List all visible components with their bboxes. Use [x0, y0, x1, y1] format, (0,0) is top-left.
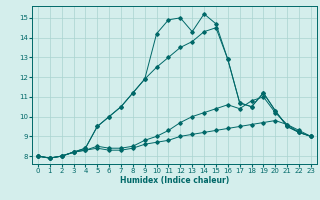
- X-axis label: Humidex (Indice chaleur): Humidex (Indice chaleur): [120, 176, 229, 185]
